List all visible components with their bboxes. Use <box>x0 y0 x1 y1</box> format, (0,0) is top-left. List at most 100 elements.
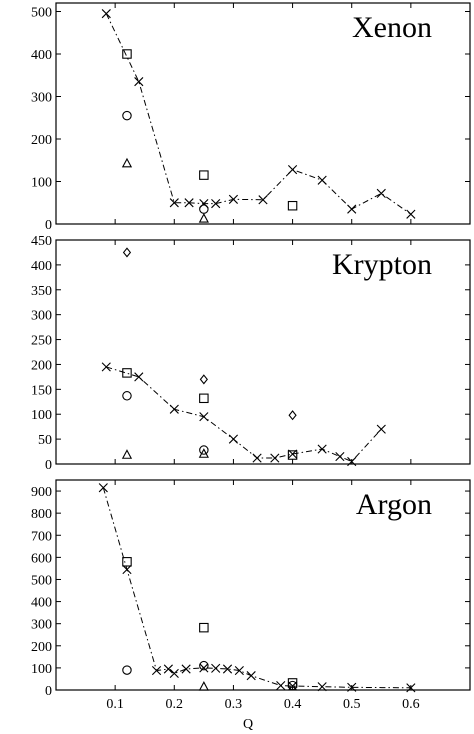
data-point-diamond <box>199 374 208 385</box>
data-point-cross <box>317 682 327 692</box>
y-tick-label: 100 <box>31 662 52 677</box>
data-point-cross <box>163 664 173 674</box>
data-point-cross <box>181 664 191 674</box>
y-tick-label: 500 <box>31 6 52 21</box>
panel-krypton: 0 50 100 150 200 250 300 350 400 450 Krypton <box>31 234 471 473</box>
y-tick-label: 450 <box>31 234 52 249</box>
data-point-cross <box>317 175 327 185</box>
data-point-circle <box>199 445 209 455</box>
data-point-cross <box>406 683 416 693</box>
y-tick-label: 300 <box>31 309 52 324</box>
data-point-square <box>122 49 132 59</box>
y-tick-label: 400 <box>31 596 52 611</box>
data-point-circle <box>122 391 132 401</box>
y-tick-label: 0 <box>45 458 52 473</box>
y-tick-label: 350 <box>31 284 52 299</box>
y-tick-label: 50 <box>38 433 52 448</box>
data-point-cross <box>258 195 268 205</box>
data-point-square <box>287 450 298 460</box>
data-point-cross <box>347 682 357 692</box>
y-tick-label: 500 <box>31 573 52 588</box>
panel-title: Argon <box>356 488 432 521</box>
y-tick-label: 300 <box>31 618 52 633</box>
y-tick-label: 200 <box>31 640 52 655</box>
data-point-cross <box>347 204 357 214</box>
data-point-triangle <box>121 157 133 168</box>
y-tick-label: 800 <box>31 507 52 522</box>
data-point-cross <box>211 199 221 209</box>
y-tick-label: 150 <box>31 383 52 398</box>
x-tick-label: 0.3 <box>225 697 243 712</box>
x-tick-label: 0.2 <box>166 697 184 712</box>
data-point-square <box>287 200 298 211</box>
data-point-triangle <box>198 681 209 691</box>
y-tick-label: 0 <box>45 218 52 233</box>
x-tick-label: 0.5 <box>343 697 361 712</box>
data-point-cross <box>228 194 239 204</box>
data-point-cross <box>199 412 209 422</box>
y-tick-label: 100 <box>31 408 52 423</box>
data-point-square <box>287 678 298 688</box>
data-point-triangle <box>198 448 209 458</box>
y-tick-label: 250 <box>31 334 52 349</box>
data-point-cross <box>287 165 298 175</box>
data-point-cross <box>134 372 144 382</box>
data-point-cross <box>406 209 416 219</box>
data-point-cross <box>211 663 221 673</box>
data-point-circle <box>122 110 132 121</box>
data-point-square <box>199 622 209 633</box>
panel-title: Krypton <box>332 248 432 281</box>
data-point-cross <box>276 680 286 691</box>
data-point-triangle <box>198 213 209 223</box>
y-tick-label: 300 <box>31 91 52 106</box>
x-axis-label: Q <box>243 717 253 732</box>
data-point-square <box>122 368 132 378</box>
data-point-cross <box>184 198 194 208</box>
x-tick-label: 0.4 <box>284 697 302 712</box>
data-point-circle <box>199 660 209 671</box>
data-point-cross <box>270 453 280 463</box>
data-point-square <box>122 557 132 567</box>
data-point-cross <box>335 451 345 462</box>
x-tick-label: 0.1 <box>106 697 124 712</box>
data-point-diamond <box>122 247 132 258</box>
data-point-cross <box>98 483 108 493</box>
data-point-cross <box>317 444 327 454</box>
x-tick-label: 0.6 <box>402 697 420 712</box>
data-point-circle <box>287 680 298 691</box>
data-point-triangle <box>121 449 133 459</box>
data-point-circle <box>122 665 132 675</box>
data-point-square <box>199 393 209 404</box>
y-tick-label: 400 <box>31 48 52 63</box>
data-point-cross <box>246 671 256 681</box>
panel-title: Xenon <box>352 11 432 44</box>
data-point-cross <box>169 404 179 414</box>
data-point-cross <box>169 668 179 679</box>
data-point-cross <box>101 9 111 19</box>
plot-frame <box>55 479 471 691</box>
series-line <box>106 366 382 463</box>
y-tick-label: 600 <box>31 551 52 566</box>
y-tick-label: 200 <box>31 358 52 373</box>
y-tick-label: 0 <box>45 684 52 699</box>
data-point-diamond <box>288 410 297 421</box>
data-point-cross <box>169 198 179 208</box>
data-point-circle <box>199 204 209 214</box>
y-tick-label: 100 <box>31 176 52 191</box>
y-tick-label: 900 <box>31 485 52 500</box>
data-point-cross <box>122 564 132 575</box>
series-line <box>102 487 411 689</box>
y-tick-label: 200 <box>31 133 52 148</box>
data-point-cross <box>101 362 111 372</box>
data-point-cross <box>347 456 357 467</box>
data-point-cross <box>376 188 386 198</box>
data-point-cross <box>228 434 239 444</box>
data-point-cross <box>376 424 386 434</box>
plot-frame <box>55 2 471 225</box>
data-point-cross <box>252 453 262 463</box>
plot-frame <box>55 239 471 465</box>
data-point-cross <box>234 665 244 676</box>
panel-xenon: 0 100 200 300 400 500 Xenon <box>31 2 471 233</box>
panel-argon: 0 100 200 300 400 500 600 700 800 900 0.1 0.2 0.3 0.4… <box>31 479 471 732</box>
